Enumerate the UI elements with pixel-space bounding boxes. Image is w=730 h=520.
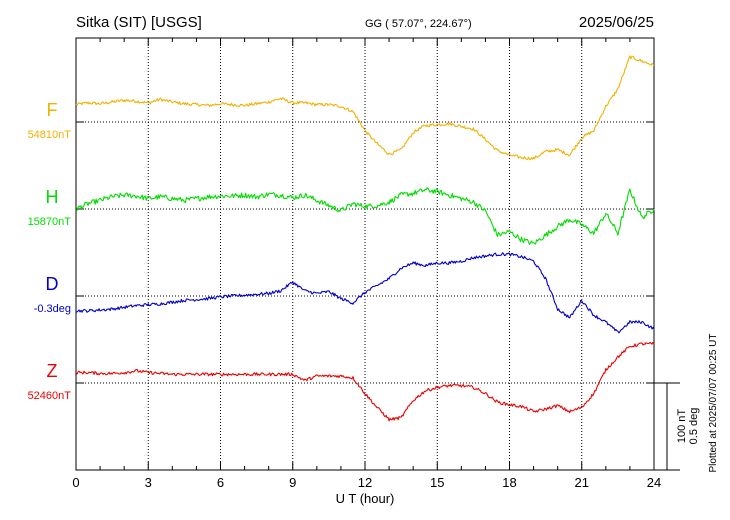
series-name-Z: Z (47, 361, 58, 381)
x-tick-label-21: 21 (575, 475, 589, 490)
coordinates-label: GG ( 57.07°, 224.67°) (365, 18, 472, 30)
plot-grid (76, 38, 654, 470)
series-lines (75, 55, 655, 422)
x-tick-label-6: 6 (217, 475, 224, 490)
x-axis-label: U T (hour) (336, 491, 395, 506)
series-line-H (75, 187, 655, 245)
x-tick-label-15: 15 (430, 475, 444, 490)
series-name-D: D (46, 274, 59, 294)
series-labels: F 54810nT H 15870nT D -0.3deg Z 52460nT (28, 100, 72, 402)
series-line-Z (75, 341, 655, 422)
scale-bar: 100 nT 0.5 deg (654, 382, 700, 471)
series-line-F (75, 55, 655, 161)
x-tick-label-0: 0 (72, 475, 79, 490)
series-name-F: F (47, 100, 58, 120)
x-tick-label-24: 24 (647, 475, 661, 490)
series-baseline-H: 15870nT (28, 216, 72, 228)
x-axis-ticks: 0 3 6 9 12 15 18 21 24 (72, 38, 661, 490)
series-line-D (75, 252, 655, 334)
plotted-timestamp: Plotted at 2025/07/07 00:25 UT (708, 334, 719, 473)
series-name-H: H (46, 187, 59, 207)
series-baseline-F: 54810nT (28, 129, 72, 141)
series-baseline-Z: 52460nT (28, 390, 72, 402)
scale-bar-nt-label: 100 nT (676, 409, 688, 444)
date-label: 2025/06/25 (579, 14, 654, 31)
x-tick-label-12: 12 (358, 475, 372, 490)
series-baseline-D: -0.3deg (34, 303, 71, 315)
station-title: Sitka (SIT) [USGS] (76, 14, 202, 31)
x-tick-label-18: 18 (502, 475, 516, 490)
x-tick-label-9: 9 (289, 475, 296, 490)
scale-bar-deg-label: 0.5 deg (688, 408, 700, 445)
x-tick-label-3: 3 (145, 475, 152, 490)
